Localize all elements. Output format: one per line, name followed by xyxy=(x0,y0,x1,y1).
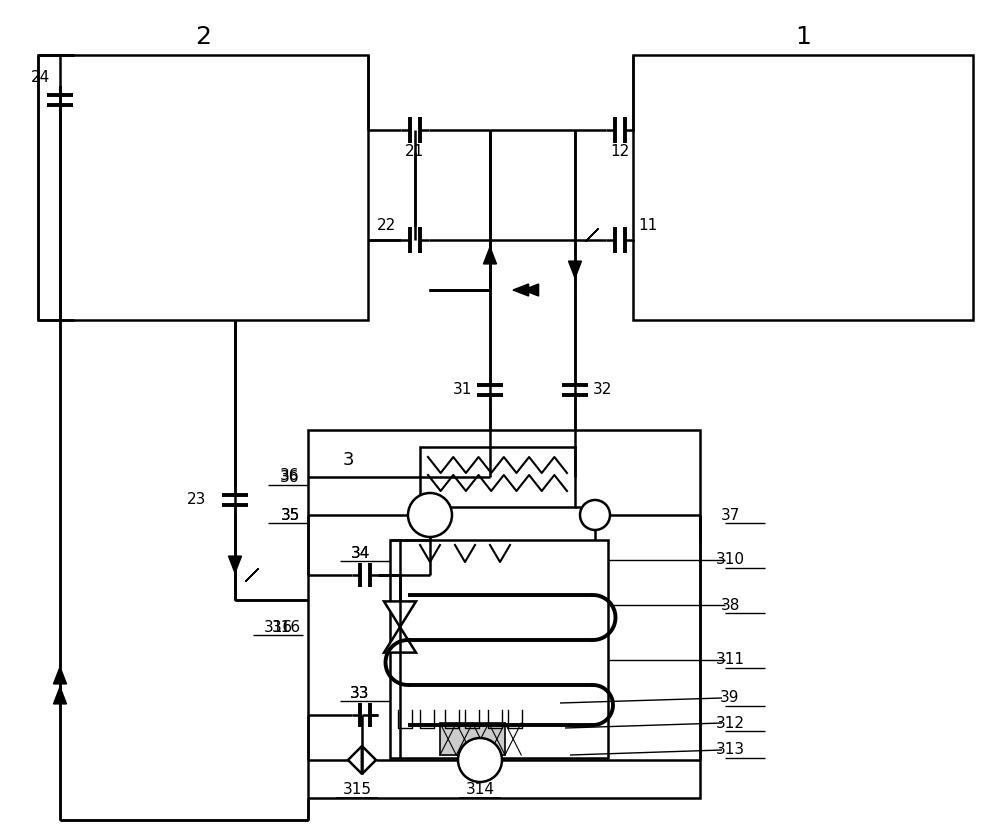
Text: 39: 39 xyxy=(720,691,740,705)
Polygon shape xyxy=(54,667,66,684)
Polygon shape xyxy=(348,746,362,774)
Text: 34: 34 xyxy=(350,546,370,561)
Text: 35: 35 xyxy=(280,508,300,523)
Text: 33: 33 xyxy=(350,686,370,700)
Text: 315: 315 xyxy=(342,782,372,797)
Text: 11: 11 xyxy=(638,218,658,233)
Text: 22: 22 xyxy=(377,218,397,233)
Text: 311: 311 xyxy=(716,653,744,667)
Bar xyxy=(633,55,973,320)
Polygon shape xyxy=(362,746,376,774)
Bar xyxy=(308,430,700,798)
Circle shape xyxy=(408,493,452,537)
Text: 35: 35 xyxy=(280,508,300,523)
Text: 313: 313 xyxy=(715,743,745,758)
Bar xyxy=(38,55,368,320)
Polygon shape xyxy=(246,568,258,581)
Text: 36: 36 xyxy=(280,470,300,485)
Polygon shape xyxy=(586,228,598,241)
Circle shape xyxy=(580,500,610,530)
Bar xyxy=(440,723,505,755)
Polygon shape xyxy=(384,601,416,627)
Bar xyxy=(420,447,575,507)
Polygon shape xyxy=(54,687,66,704)
Bar xyxy=(390,540,608,758)
Text: 12: 12 xyxy=(610,145,630,160)
Text: 21: 21 xyxy=(405,145,425,160)
Text: 33: 33 xyxy=(350,686,370,700)
Circle shape xyxy=(458,738,502,782)
Text: 32: 32 xyxy=(593,383,613,398)
Text: 1: 1 xyxy=(795,25,811,49)
Polygon shape xyxy=(484,247,496,264)
Text: 38: 38 xyxy=(720,597,740,613)
Text: 24: 24 xyxy=(30,70,50,85)
Text: 31: 31 xyxy=(452,383,472,398)
Polygon shape xyxy=(384,627,416,653)
Text: 37: 37 xyxy=(720,508,740,523)
Polygon shape xyxy=(513,284,529,296)
Polygon shape xyxy=(228,556,242,573)
Text: 314: 314 xyxy=(466,782,494,797)
Text: 312: 312 xyxy=(716,715,744,730)
Text: 2: 2 xyxy=(195,25,211,49)
Text: 23: 23 xyxy=(187,493,207,508)
Polygon shape xyxy=(523,284,539,296)
Text: 36: 36 xyxy=(280,467,300,482)
Text: 316: 316 xyxy=(271,619,301,634)
Text: 316: 316 xyxy=(263,619,293,634)
Text: 310: 310 xyxy=(716,552,744,567)
Text: 3: 3 xyxy=(342,451,354,469)
Text: 34: 34 xyxy=(350,546,370,561)
Polygon shape xyxy=(568,261,582,278)
